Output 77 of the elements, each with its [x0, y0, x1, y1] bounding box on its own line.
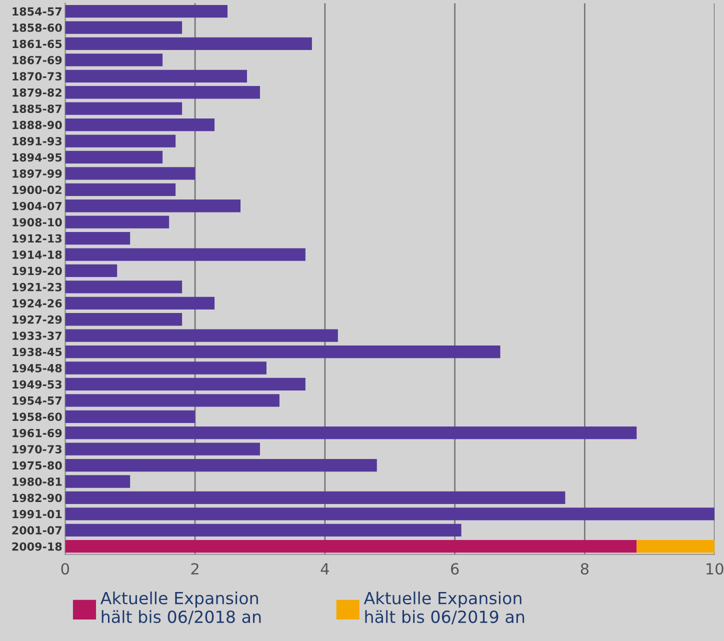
y-tick-label: 1891-93	[12, 136, 62, 146]
bar	[65, 70, 247, 82]
x-tick-label: 4	[320, 563, 329, 574]
y-tick-label: 1991-01	[12, 510, 62, 518]
bar	[65, 167, 196, 180]
bar	[65, 102, 182, 115]
y-tick-label: 1954-57	[12, 396, 62, 405]
bar	[65, 86, 260, 99]
y-tick-label: 1958-60	[12, 412, 62, 422]
bar	[65, 248, 306, 261]
bar	[65, 134, 176, 148]
legend-label: Aktuelle Expansion hält bis 06/2018 an	[100, 592, 261, 624]
bar	[65, 280, 182, 294]
y-tick-label: 1961-69	[12, 428, 62, 438]
y-tick-label: 1982-90	[12, 494, 62, 502]
y-tick-label: 1927-29	[12, 315, 62, 324]
y-tick-label: 1912-13	[12, 234, 62, 243]
bar	[65, 345, 500, 358]
y-tick-label: 1919-20	[12, 266, 62, 276]
bar	[65, 426, 637, 440]
bar	[65, 313, 182, 326]
bar	[65, 54, 163, 66]
bar	[65, 378, 306, 391]
y-tick-label: 1921-23	[12, 282, 62, 292]
y-tick-label: 1945-48	[12, 364, 62, 372]
bar	[65, 540, 637, 553]
y-tick-label: 1933-37	[12, 332, 62, 340]
bar	[65, 491, 566, 504]
y-tick-label: 1980-81	[12, 477, 62, 486]
y-tick-label: 2001-07	[12, 526, 62, 535]
bar	[65, 150, 163, 164]
bar	[65, 458, 377, 472]
y-tick-label: 1970-73	[12, 445, 62, 454]
y-tick-label: 1879-82	[12, 88, 62, 97]
bar	[65, 118, 215, 132]
y-tick-label: 1900-02	[12, 186, 62, 194]
y-tick-label: 1924-26	[12, 299, 62, 308]
bar	[65, 524, 462, 536]
legend-label: Aktuelle Expansion hält bis 06/2019 an	[364, 592, 524, 624]
y-tick-label: 1885-87	[12, 104, 62, 113]
y-tick-label: 1867-69	[12, 56, 62, 64]
bar	[65, 362, 266, 374]
y-tick-label: 1870-73	[12, 72, 62, 81]
bar	[65, 232, 130, 245]
bar	[65, 296, 215, 310]
bar	[65, 394, 280, 407]
x-tick-label: 6	[451, 563, 459, 575]
y-tick-label: 1914-18	[12, 250, 62, 259]
bar	[65, 37, 312, 50]
bar	[65, 21, 182, 34]
y-tick-label: 2009-18	[12, 542, 62, 551]
bar	[65, 183, 176, 196]
y-tick-label: 1858-60	[12, 24, 62, 32]
y-tick-label: 1975-80	[12, 461, 62, 470]
y-tick-label: 1949-53	[12, 380, 62, 389]
bar	[65, 475, 130, 488]
bar	[65, 4, 228, 18]
y-tick-label: 1894-95	[12, 153, 62, 162]
x-tick-label: 8	[580, 563, 589, 575]
bar	[65, 410, 196, 423]
bar	[65, 442, 260, 456]
y-tick-label: 1861-65	[12, 40, 62, 48]
bar	[65, 264, 118, 278]
bar	[636, 540, 715, 553]
y-tick-label: 1854-57	[12, 7, 62, 16]
x-tick-label: 10	[706, 563, 724, 575]
bar	[65, 216, 170, 228]
y-tick-label: 1938-45	[12, 348, 62, 356]
y-tick-label: 1904-07	[12, 202, 62, 210]
bar	[65, 329, 338, 342]
bar	[65, 508, 715, 520]
y-tick-label: 1908-10	[12, 218, 62, 226]
x-tick-label: 2	[191, 563, 198, 574]
x-tick-label: 0	[61, 563, 70, 575]
y-tick-label: 1897-99	[12, 169, 62, 178]
y-tick-label: 1888-90	[12, 120, 62, 130]
bar	[65, 200, 241, 212]
